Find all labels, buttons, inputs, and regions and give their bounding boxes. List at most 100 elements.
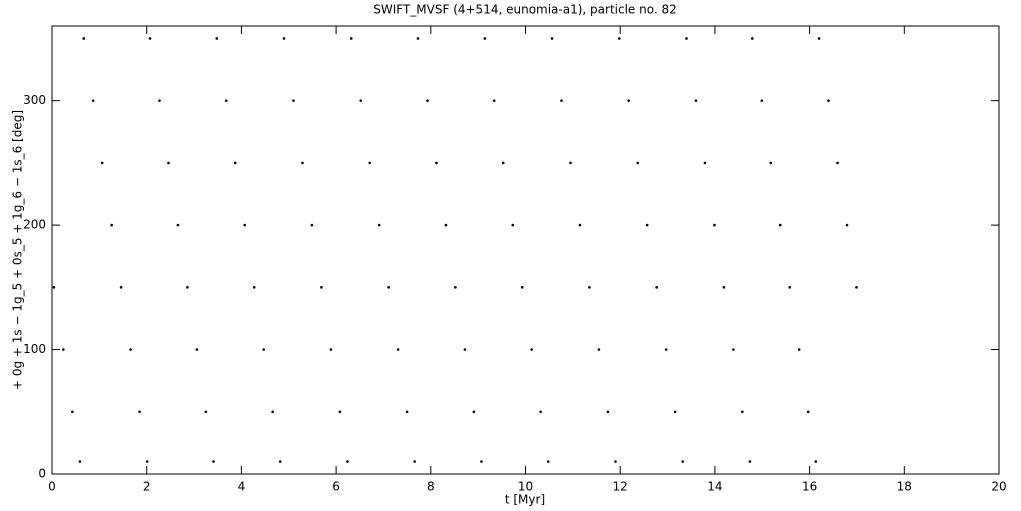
point xyxy=(483,37,487,40)
y-tick-label: 100 xyxy=(23,342,46,356)
point xyxy=(413,460,417,463)
point xyxy=(338,410,342,414)
x-tick-label: 14 xyxy=(707,480,722,494)
point xyxy=(855,286,858,289)
point xyxy=(751,37,754,40)
point xyxy=(817,37,821,40)
point xyxy=(215,37,219,40)
point xyxy=(110,223,113,227)
point xyxy=(480,460,483,463)
y-tick-label: 300 xyxy=(23,93,46,107)
point xyxy=(329,348,333,351)
point xyxy=(539,410,542,414)
point xyxy=(520,286,524,289)
y-tick-label: 0 xyxy=(38,467,46,481)
point xyxy=(416,37,420,40)
point xyxy=(359,99,363,102)
point xyxy=(797,348,801,351)
point xyxy=(320,286,323,289)
point xyxy=(387,286,390,289)
point xyxy=(396,348,400,351)
point xyxy=(262,348,265,351)
point xyxy=(310,223,314,227)
x-tick-label: 0 xyxy=(48,480,56,494)
x-tick-label: 12 xyxy=(613,480,628,494)
point xyxy=(405,410,409,414)
point xyxy=(788,286,792,289)
point xyxy=(148,37,152,40)
point xyxy=(569,161,572,165)
point xyxy=(578,223,582,227)
point xyxy=(292,99,295,102)
point xyxy=(614,460,617,463)
point xyxy=(176,223,180,227)
plot-frame xyxy=(51,25,1000,475)
point xyxy=(814,460,818,463)
point xyxy=(233,161,237,165)
point xyxy=(530,348,533,351)
point xyxy=(119,286,123,289)
point xyxy=(78,460,82,463)
point xyxy=(71,410,74,414)
point xyxy=(636,161,640,165)
point xyxy=(550,37,554,40)
point xyxy=(426,99,429,102)
point xyxy=(722,286,726,289)
point xyxy=(741,410,744,414)
point xyxy=(769,161,773,165)
point xyxy=(100,161,104,165)
point xyxy=(597,348,601,351)
point xyxy=(492,99,496,102)
point xyxy=(243,223,247,227)
point xyxy=(685,37,688,40)
chart-title: SWIFT_MVSF (4+514, eunomia-a1), particle… xyxy=(373,3,677,17)
x-tick-label: 4 xyxy=(238,480,246,494)
point xyxy=(212,460,215,463)
point xyxy=(606,410,610,414)
point xyxy=(560,99,563,102)
point xyxy=(827,99,830,102)
point xyxy=(748,460,752,463)
point xyxy=(694,99,698,102)
point xyxy=(224,99,228,102)
point xyxy=(845,223,849,227)
point xyxy=(278,460,282,463)
x-tick-label: 6 xyxy=(332,480,340,494)
x-tick-label: 2 xyxy=(143,480,151,494)
point xyxy=(204,410,208,414)
point xyxy=(52,286,56,289)
point xyxy=(91,99,95,102)
point xyxy=(454,286,457,289)
point xyxy=(588,286,591,289)
point xyxy=(655,286,658,289)
point xyxy=(129,348,132,351)
point xyxy=(252,286,256,289)
point xyxy=(511,223,515,227)
point xyxy=(703,161,707,165)
point xyxy=(301,161,304,165)
point xyxy=(713,223,716,227)
point xyxy=(186,286,189,289)
point xyxy=(501,161,505,165)
point xyxy=(673,410,677,414)
point xyxy=(778,223,782,227)
point xyxy=(368,161,372,165)
point xyxy=(62,348,65,351)
point xyxy=(167,161,170,165)
point xyxy=(645,223,649,227)
point xyxy=(444,223,448,227)
y-axis-label: + 0g + 1s − 1g_5 + 0s_5 + 1g_6 − 1s_6 [d… xyxy=(11,110,25,390)
x-tick-label: 8 xyxy=(427,480,435,494)
point xyxy=(463,348,467,351)
point xyxy=(664,348,668,351)
point xyxy=(195,348,199,351)
point xyxy=(158,99,161,102)
point xyxy=(732,348,735,351)
point xyxy=(82,37,86,40)
point xyxy=(435,161,438,165)
point xyxy=(627,99,631,102)
point xyxy=(377,223,381,227)
x-tick-label: 16 xyxy=(802,480,817,494)
point xyxy=(282,37,286,40)
